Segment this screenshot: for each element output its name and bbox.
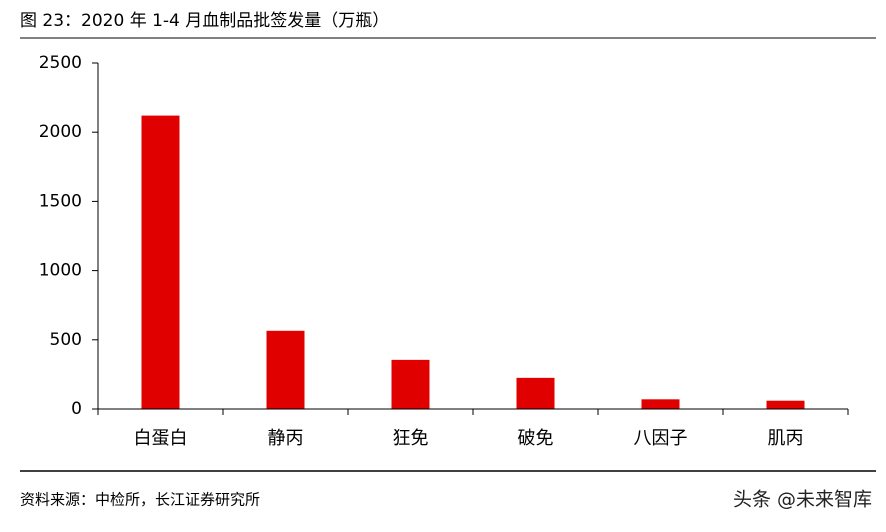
x-tick-label: 肌丙 (768, 428, 804, 449)
y-tick-label: 500 (50, 330, 82, 350)
x-tick-label: 狂免 (393, 428, 429, 449)
y-tick-label: 0 (71, 399, 82, 419)
x-tick-label: 破免 (518, 428, 554, 449)
x-tick-label: 八因子 (634, 428, 688, 449)
y-tick-label: 1500 (39, 191, 82, 211)
bar (391, 359, 430, 409)
y-tick-label: 1000 (39, 261, 82, 281)
bar (641, 399, 680, 409)
watermark: 头条 @未来智库 (733, 489, 872, 511)
chart-title: 图 23：2020 年 1-4 月血制品批签发量（万瓶） (20, 11, 389, 31)
x-tick-label: 静丙 (268, 428, 304, 449)
source-note: 资料来源：中检所，长江证券研究所 (20, 491, 260, 509)
y-tick-label: 2500 (39, 53, 82, 73)
bar (766, 400, 805, 409)
bar (516, 377, 555, 409)
bar (266, 330, 305, 409)
x-tick-label: 白蛋白 (134, 428, 188, 449)
y-tick-label: 2000 (39, 122, 82, 142)
bar (141, 115, 180, 409)
